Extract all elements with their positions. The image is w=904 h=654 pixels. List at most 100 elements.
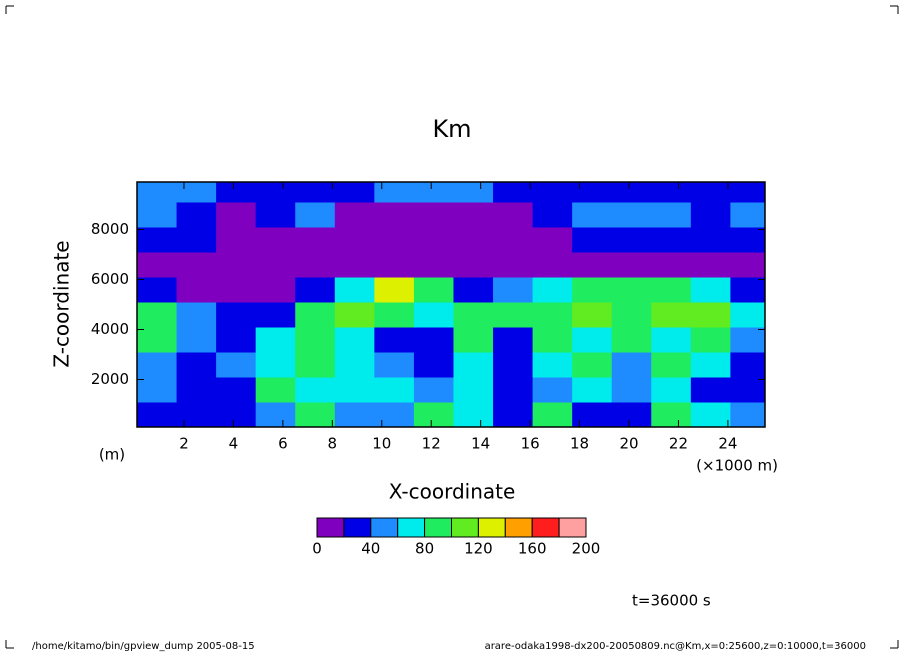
- contour-cell: [295, 402, 336, 428]
- contour-cell: [374, 182, 415, 203]
- contour-cell: [690, 182, 731, 203]
- colorbar-box: [504, 517, 533, 538]
- contour-cell: [611, 402, 652, 428]
- contour-cell: [137, 182, 178, 203]
- contour-cell: [255, 402, 296, 428]
- contour-cell: [730, 182, 766, 203]
- contour-cell: [137, 352, 178, 378]
- contour-cell: [493, 277, 534, 303]
- contour-cell: [651, 302, 692, 328]
- colorbar-box: [558, 517, 587, 538]
- contour-cell: [137, 302, 178, 328]
- contour-cell: [690, 302, 731, 328]
- contour-cell: [295, 327, 336, 353]
- contour-cell: [295, 202, 336, 228]
- contour-cell: [730, 202, 766, 228]
- contour-cell: [255, 377, 296, 403]
- contour-cell: [730, 252, 766, 278]
- contour-cell: [413, 327, 454, 353]
- y-tick-label: 6000: [91, 270, 129, 288]
- contour-cell: [413, 377, 454, 403]
- contour-cell: [216, 402, 257, 428]
- contour-cell: [216, 352, 257, 378]
- colorbar-box: [451, 517, 479, 538]
- footer-right: arare-odaka1998-dx200-20050809.nc@Km,x=0…: [485, 641, 866, 652]
- contour-cell: [690, 227, 731, 253]
- contour-cell: [690, 327, 731, 353]
- contour-cell: [611, 182, 652, 203]
- contour-cell: [255, 302, 296, 328]
- contour-cell: [532, 327, 573, 353]
- contour-cell: [255, 277, 296, 303]
- contour-cell: [611, 377, 652, 403]
- contour-cell: [453, 327, 494, 353]
- contour-cell: [453, 402, 494, 428]
- contour-cell: [295, 277, 336, 303]
- contour-cell: [295, 302, 336, 328]
- contour-cell: [453, 377, 494, 403]
- contour-cell: [611, 302, 652, 328]
- contour-cell: [730, 327, 766, 353]
- x-axis-label: X-coordinate: [389, 480, 516, 504]
- contour-cell: [730, 352, 766, 378]
- contour-cell: [176, 277, 217, 303]
- x-tick-label: 20: [619, 435, 638, 453]
- contour-cell: [334, 327, 375, 353]
- chart-title: Km: [432, 115, 471, 143]
- contour-cell: [334, 252, 375, 278]
- contour-cell: [176, 252, 217, 278]
- contour-cell: [334, 377, 375, 403]
- x-tick-label: 18: [570, 435, 589, 453]
- contour-cell: [572, 277, 613, 303]
- contour-cell: [611, 252, 652, 278]
- contour-cell: [374, 202, 415, 228]
- colorbar-box: [477, 517, 506, 538]
- contour-cell: [730, 377, 766, 403]
- contour-cell: [730, 402, 766, 428]
- colorbar-box: [424, 517, 453, 538]
- contour-cell: [176, 227, 217, 253]
- contour-cell: [532, 277, 573, 303]
- contour-cell: [176, 377, 217, 403]
- contour-cell: [374, 277, 415, 303]
- x-tick-label: 16: [521, 435, 540, 453]
- contour-cell: [216, 227, 257, 253]
- contour-cell: [216, 327, 257, 353]
- contour-cell: [651, 277, 692, 303]
- corner-marks: [5, 5, 899, 649]
- contour-cell: [493, 302, 534, 328]
- contour-cell: [493, 252, 534, 278]
- contour-cell: [453, 302, 494, 328]
- contour-cell: [137, 202, 178, 228]
- colorbar-label: 200: [572, 540, 601, 558]
- contour-cell: [295, 377, 336, 403]
- time-label: t=36000 s: [632, 592, 711, 610]
- contour-cell: [137, 327, 178, 353]
- x-tick-label: 14: [471, 435, 490, 453]
- contour-cell: [690, 352, 731, 378]
- contour-cell: [572, 302, 613, 328]
- contour-cell: [413, 277, 454, 303]
- contour-cell: [651, 182, 692, 203]
- contour-cell: [730, 227, 766, 253]
- contour-cell: [532, 402, 573, 428]
- x-tick-label: 2: [179, 435, 189, 453]
- contour-cell: [137, 377, 178, 403]
- contour-cell: [374, 402, 415, 428]
- contour-cell: [572, 352, 613, 378]
- contour-cell: [137, 402, 178, 428]
- y-axis-label: Z-coordinate: [50, 240, 74, 367]
- y-unit: (m): [99, 446, 125, 464]
- contour-cell: [453, 182, 494, 203]
- contour-cell: [334, 302, 375, 328]
- contour-cell: [690, 277, 731, 303]
- contour-cell: [611, 227, 652, 253]
- contour-cell: [176, 302, 217, 328]
- contour-cell: [176, 182, 217, 203]
- contour-cell: [611, 202, 652, 228]
- contour-cell: [413, 302, 454, 328]
- contour-cell: [374, 302, 415, 328]
- y-tick-label: 2000: [91, 370, 129, 388]
- contour-cell: [137, 252, 178, 278]
- contour-cell: [730, 302, 766, 328]
